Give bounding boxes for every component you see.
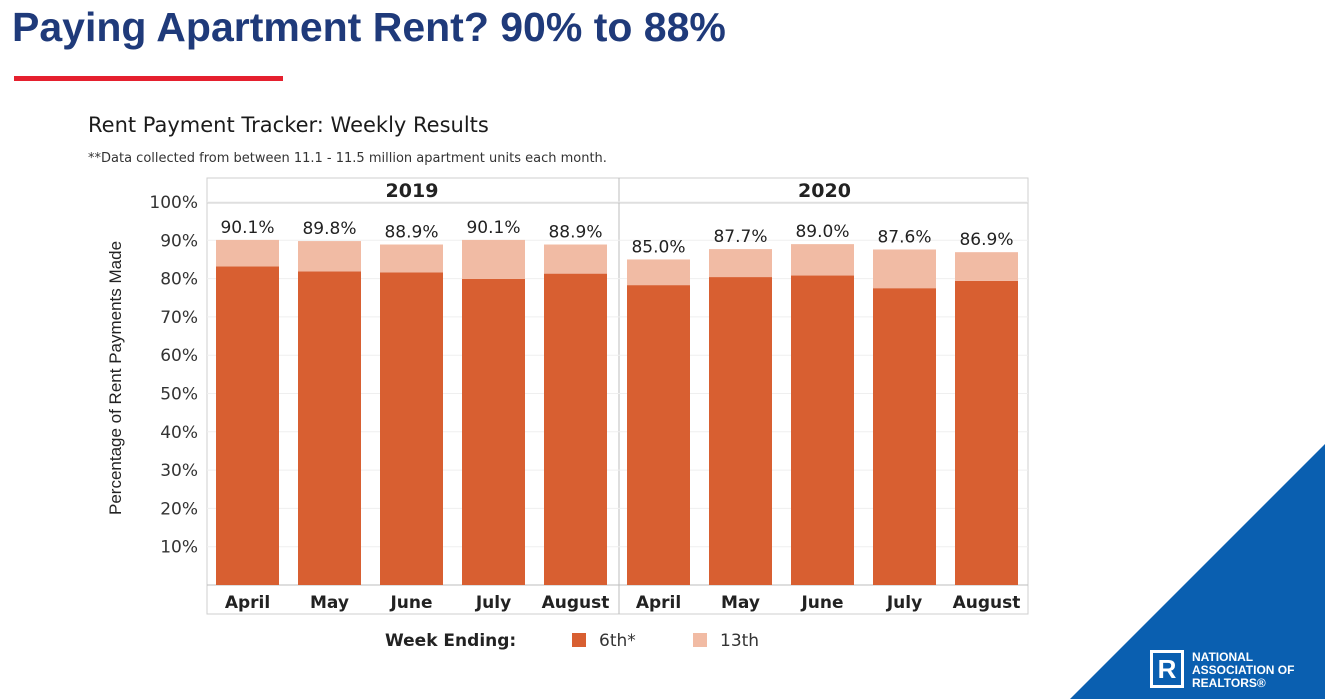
x-category-label: April [636,593,681,613]
bar-total-label: 85.0% [631,237,685,257]
chart-title: Rent Payment Tracker: Weekly Results [88,113,489,137]
bar-segment-13th [709,249,772,278]
legend-swatch-13th [693,633,707,647]
y-tick-label: 100% [149,193,198,213]
legend-swatch-6th [572,633,586,647]
realtor-logo-text: NATIONAL ASSOCIATION OF REALTORS® [1192,651,1294,690]
bar-segment-6th [216,266,279,585]
bar-segment-6th [380,272,443,585]
chart-frame [206,177,1029,615]
bar-total-label: 90.1% [466,218,520,238]
y-tick-label: 90% [160,231,198,251]
y-tick-label: 80% [160,270,198,290]
y-tick-label: 60% [160,346,198,366]
x-category-label: April [225,593,270,613]
bar-total-label: 89.0% [795,222,849,242]
bar-segment-13th [873,249,936,289]
x-category-label: May [310,593,349,613]
bar-total-label: 88.9% [548,223,602,243]
bar-total-label: 90.1% [220,218,274,238]
x-category-label: August [953,593,1021,613]
bar-segment-13th [216,239,279,267]
logo-line: ASSOCIATION OF [1192,663,1295,677]
y-axis-label: Percentage of Rent Payments Made [106,241,125,515]
bar-segment-13th [791,244,854,276]
bar-segment-13th [627,259,690,286]
bar-total-label: 89.8% [302,219,356,239]
bar-segment-6th [298,271,361,585]
logo-line: REALTORS® [1192,676,1266,690]
x-category-label: July [886,593,922,613]
bar-segment-13th [544,244,607,274]
bar-total-label: 86.9% [959,230,1013,250]
chart-subtitle: **Data collected from between 11.1 - 11.… [88,151,607,166]
legend-label-6th: 6th* [599,631,636,651]
y-tick-label: 50% [160,385,198,405]
bar-segment-13th [298,241,361,272]
title-accent-rule [14,76,283,81]
slide-title: Paying Apartment Rent? 90% to 88% [12,4,726,50]
bar-total-label: 88.9% [384,223,438,243]
bar-segment-6th [709,277,772,585]
bar-segment-6th [873,288,936,585]
y-tick-label: 20% [160,499,198,519]
legend-label-13th: 13th [720,631,759,651]
x-category-label: June [389,593,432,613]
y-tick-label: 40% [160,423,198,443]
x-category-label: May [721,593,760,613]
logo-line: NATIONAL [1192,650,1254,664]
y-tick-label: 10% [160,538,198,558]
x-category-label: August [542,593,610,613]
bar-segment-13th [955,252,1018,281]
bar-segment-6th [544,273,607,585]
bar-segment-13th [380,244,443,273]
x-category-label: June [800,593,843,613]
bar-total-label: 87.7% [713,227,767,247]
x-category-label: July [475,593,511,613]
bar-segment-6th [791,275,854,585]
bar-segment-6th [462,278,525,585]
y-tick-label: 30% [160,461,198,481]
y-tick-label: 70% [160,308,198,328]
bar-segment-6th [627,285,690,585]
legend-title: Week Ending: [385,631,516,651]
panel-header: 2019 [386,180,439,202]
bar-segment-13th [462,239,525,279]
bar-segment-6th [955,280,1018,585]
realtor-logo-icon: R [1150,650,1184,688]
bar-total-label: 87.6% [877,227,931,247]
panel-header: 2020 [798,180,851,202]
